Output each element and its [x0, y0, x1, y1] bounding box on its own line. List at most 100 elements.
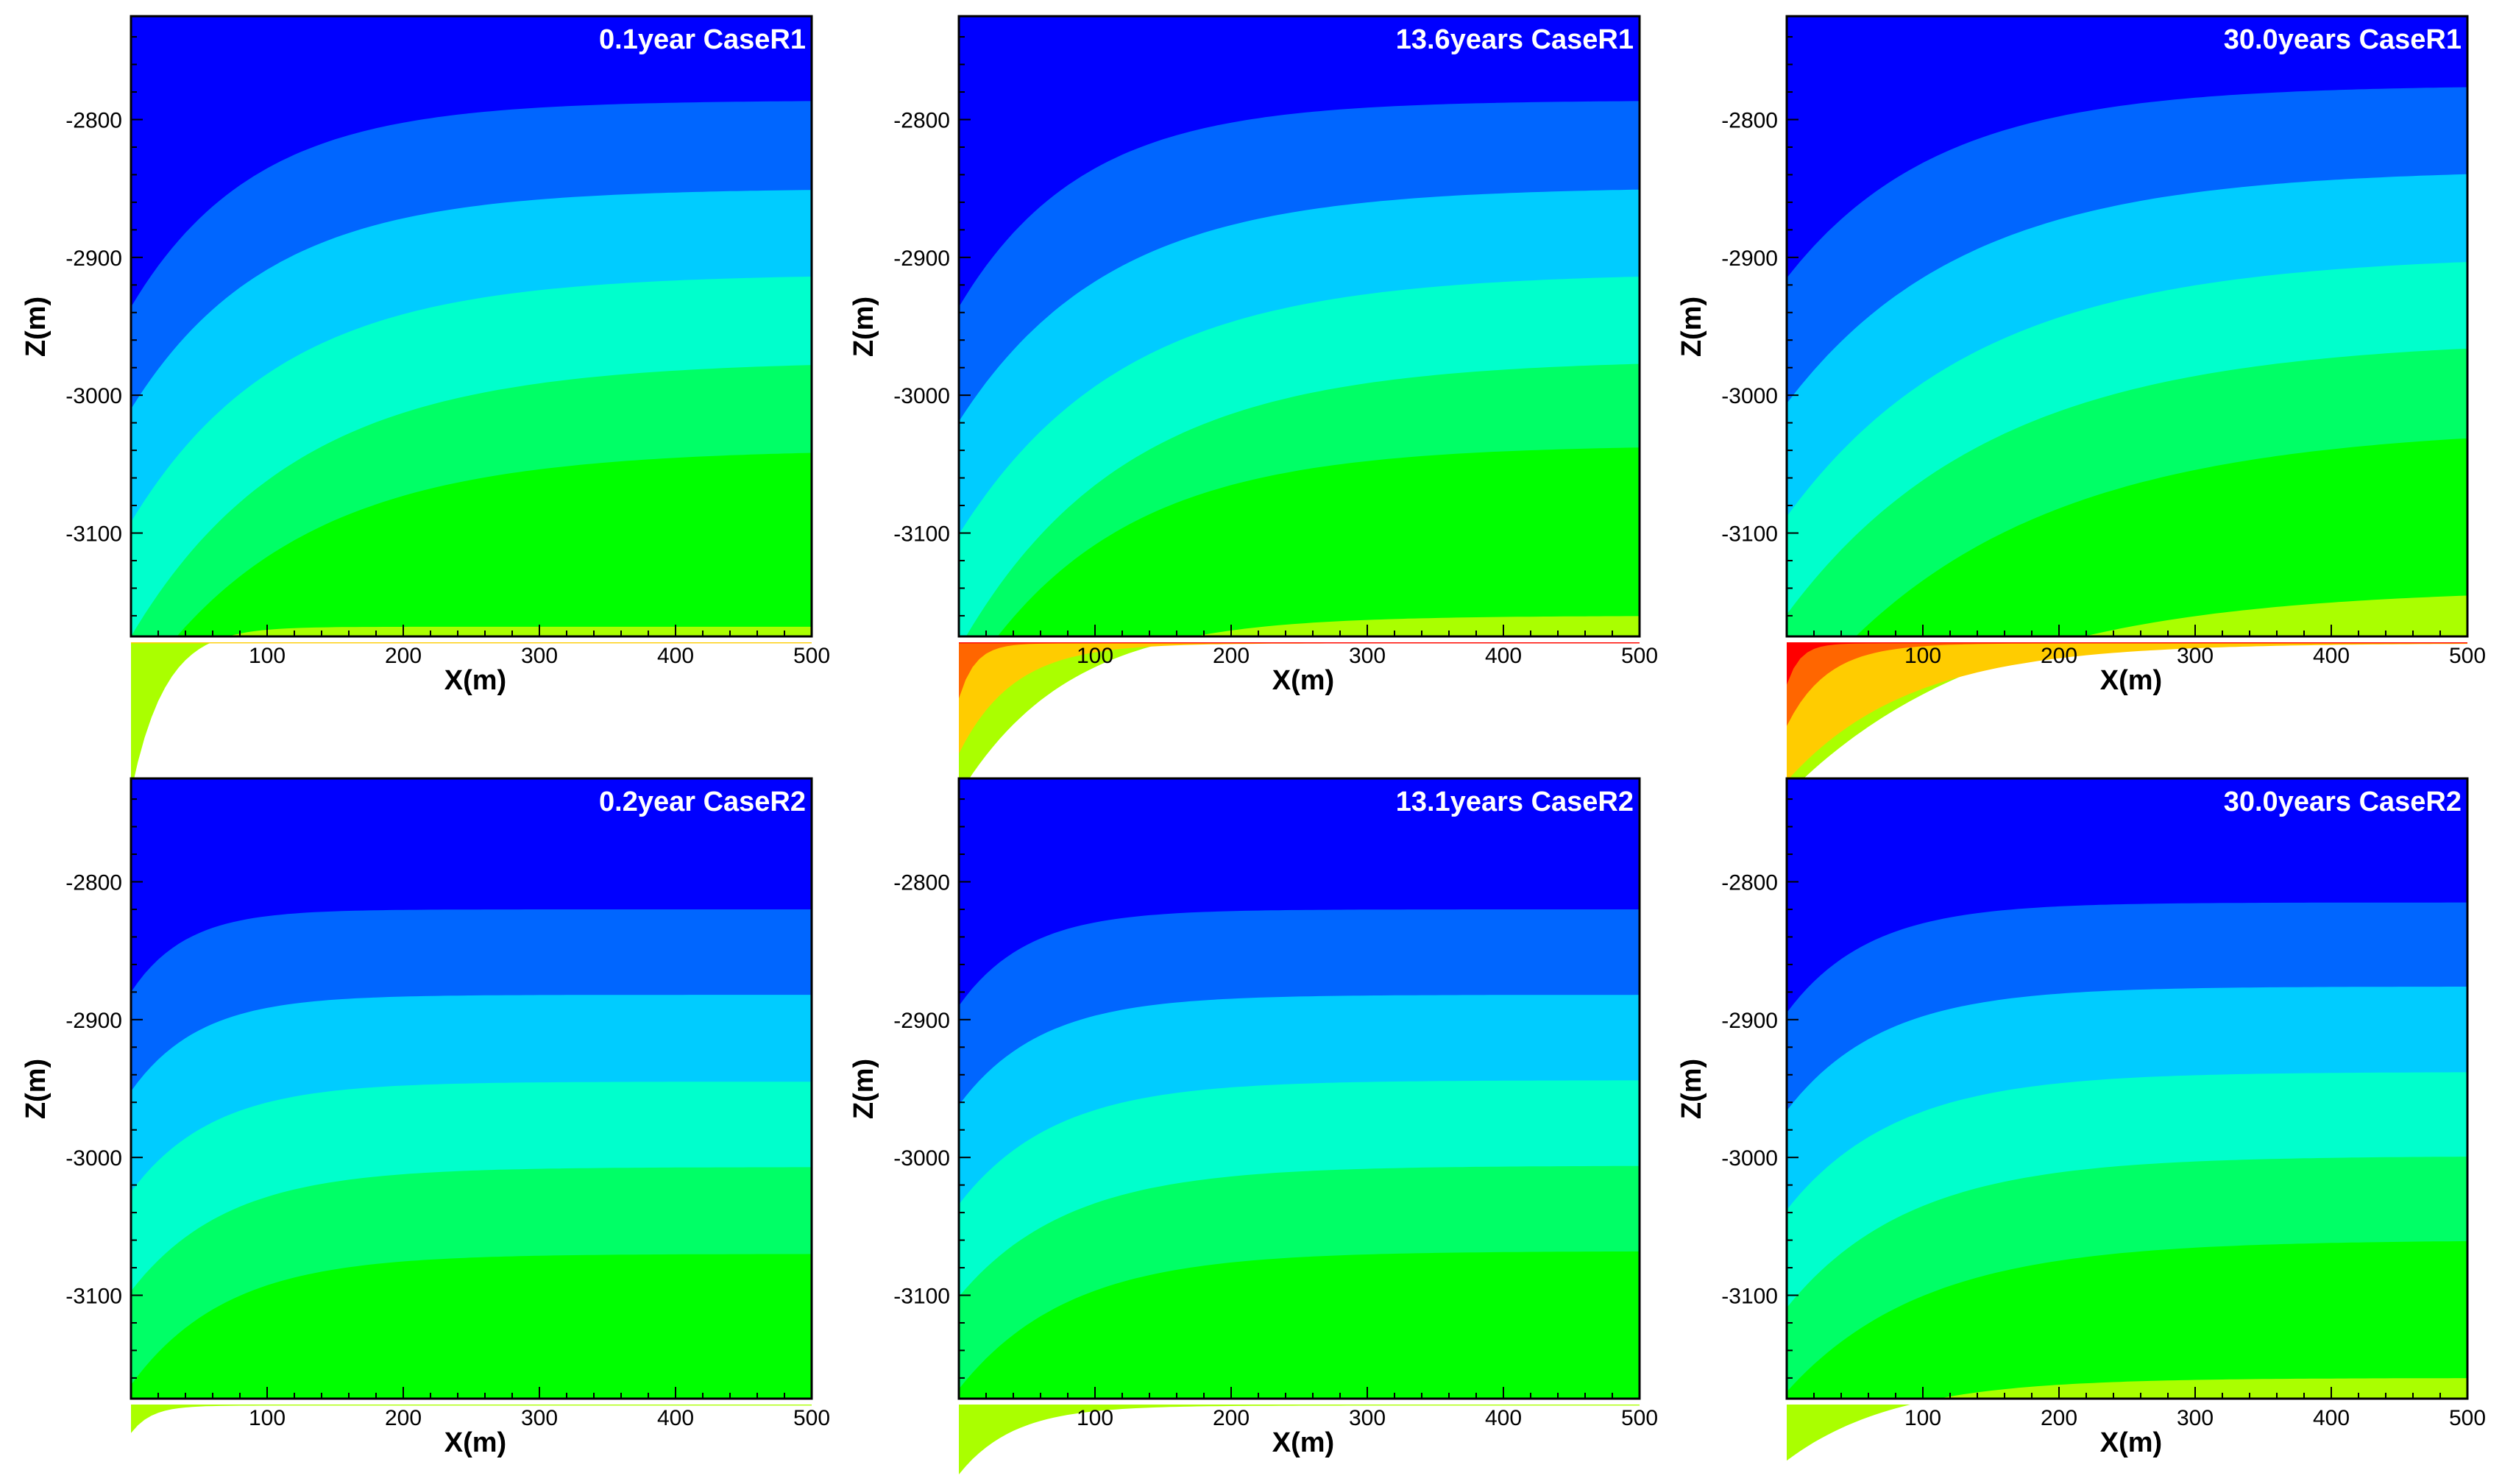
- x-tick-label: 200: [385, 1406, 422, 1430]
- plot-frame: [957, 15, 1641, 638]
- y-axis-label: Z(m): [848, 297, 879, 357]
- x-tick-label: 400: [657, 1406, 694, 1430]
- contour-bands: [1785, 16, 2469, 795]
- y-tick-label: -3100: [893, 1285, 950, 1309]
- y-tick-label: -2800: [65, 871, 122, 895]
- y-tick-label: -3000: [893, 384, 950, 408]
- x-tick-label: 100: [249, 644, 286, 668]
- contour-band-9: [1787, 639, 2467, 726]
- x-axis-label: X(m): [2100, 665, 2162, 696]
- x-tick-label: 500: [793, 1406, 830, 1430]
- x-tick-label: 300: [1349, 1406, 1386, 1430]
- x-axis-label: X(m): [1272, 1427, 1334, 1458]
- y-tick-label: -2900: [65, 1009, 122, 1033]
- x-tick-label: 500: [2449, 1406, 2486, 1430]
- y-tick-label: -2900: [1721, 246, 1778, 271]
- y-axis: -2800 -2900 -3000 -3100: [1721, 798, 1798, 1379]
- y-axis: -2800 -2900 -3000 -3100: [893, 36, 971, 617]
- x-axis-label: X(m): [444, 1427, 506, 1458]
- x-tick-label: 400: [1485, 644, 1522, 668]
- x-tick-label: 300: [2177, 644, 2214, 668]
- y-tick-label: -2900: [1721, 1009, 1778, 1033]
- y-axis-label: Z(m): [21, 1059, 52, 1119]
- y-tick-label: -3100: [1721, 522, 1778, 547]
- contour-bands: [1785, 778, 2469, 1461]
- panel-3: 30.0years CaseR1 100 200 300 400 500 -2800 -2…: [1676, 15, 2486, 795]
- x-axis-label: X(m): [1272, 665, 1334, 696]
- panel-6: 30.0years CaseR2 100 200 300 400 500 -2800-2…: [1676, 777, 2486, 1461]
- contour-band-7: [131, 626, 812, 792]
- x-tick-label: 200: [1213, 1406, 1250, 1430]
- y-axis: -2800 -2900 -3000 -3100: [65, 36, 143, 617]
- y-axis-label: Z(m): [848, 1059, 879, 1119]
- contour-band-7: [959, 1402, 1640, 1474]
- panel-5: 13.1years CaseR2 100 200 300 400 500 -2800-2…: [848, 777, 1658, 1474]
- x-tick-label: 400: [657, 644, 694, 668]
- y-tick-label: -3100: [1721, 1285, 1778, 1309]
- x-tick-label: 300: [521, 644, 558, 668]
- x-tick-label: 500: [2449, 644, 2486, 668]
- band-clip: [130, 1399, 813, 1405]
- y-tick-label: -2900: [65, 246, 122, 271]
- x-axis: 100 200 300 400 500: [958, 1387, 1658, 1430]
- x-tick-label: 500: [1621, 1406, 1658, 1430]
- x-tick-label: 100: [1904, 644, 1941, 668]
- x-axis: 100 200 300 400 500: [130, 1387, 830, 1430]
- x-tick-label: 200: [2041, 644, 2077, 668]
- x-axis-label: X(m): [444, 665, 506, 696]
- panel-title: 30.0years CaseR1: [2224, 24, 2462, 55]
- plot-frame: [957, 777, 1641, 1400]
- y-tick-label: -2800: [65, 109, 122, 133]
- panel-title: 13.1years CaseR2: [1396, 787, 1634, 817]
- y-tick-label: -3000: [1721, 1146, 1778, 1171]
- contour-band-6: [959, 1251, 1640, 1402]
- y-tick-label: -3000: [1721, 384, 1778, 408]
- x-tick-label: 300: [2177, 1406, 2214, 1430]
- y-axis: -2800 -2900 -3000 -3100: [893, 798, 971, 1379]
- contour-band-6: [1787, 438, 2467, 715]
- plot-frame: [130, 15, 813, 638]
- x-tick-label: 400: [2313, 644, 2350, 668]
- x-tick-label: 200: [385, 644, 422, 668]
- contour-band-6: [131, 1254, 812, 1402]
- panel-title: 0.1year CaseR1: [599, 24, 806, 55]
- y-tick-label: -3000: [893, 1146, 950, 1171]
- panel-title: 13.6years CaseR1: [1396, 24, 1634, 55]
- y-tick-label: -2800: [1721, 109, 1778, 133]
- y-tick-label: -3000: [65, 1146, 122, 1171]
- y-axis: -2800 -2900 -3000 -3100: [65, 798, 143, 1379]
- panel-2: 13.6years CaseR1 100 200 300 400 500 -2800-2…: [848, 15, 1658, 795]
- contour-band-8: [959, 639, 1640, 754]
- x-tick-label: 500: [1621, 644, 1658, 668]
- band-clip: [130, 636, 813, 642]
- x-axis: 100 200 300 400 500: [1786, 625, 2486, 668]
- x-axis: 100 200 300 400 500: [130, 625, 830, 668]
- x-axis: 100 200 300 400 500: [958, 625, 1658, 668]
- x-tick-label: 300: [1349, 644, 1386, 668]
- plot-frame: [1785, 15, 2469, 638]
- x-tick-label: 400: [1485, 1406, 1522, 1430]
- x-tick-label: 400: [2313, 1406, 2350, 1430]
- contour-bands: [957, 778, 1641, 1474]
- y-tick-label: -2800: [893, 109, 950, 133]
- contour-band-7: [131, 1402, 812, 1433]
- y-tick-label: -3000: [65, 384, 122, 408]
- band-clip: [1785, 636, 2469, 642]
- panel-1: 0.1year CaseR1 100 200 300 400 500 -2800 -290…: [21, 15, 830, 792]
- contour-band-7: [959, 616, 1640, 795]
- contour-band-8: [1787, 639, 2467, 781]
- x-axis: 100 200 300 400 500: [1786, 1387, 2486, 1430]
- x-tick-label: 200: [2041, 1406, 2077, 1430]
- y-tick-label: -2800: [1721, 871, 1778, 895]
- band-clip: [957, 636, 1641, 642]
- y-tick-label: -2900: [893, 1009, 950, 1033]
- contour-band-6: [1787, 1241, 2467, 1402]
- y-axis-label: Z(m): [1676, 297, 1707, 357]
- x-tick-label: 500: [793, 644, 830, 668]
- y-tick-label: -2800: [893, 871, 950, 895]
- x-tick-label: 200: [1213, 644, 1250, 668]
- y-axis-label: Z(m): [21, 297, 52, 357]
- y-tick-label: -3100: [893, 522, 950, 547]
- y-axis-label: Z(m): [1676, 1059, 1707, 1119]
